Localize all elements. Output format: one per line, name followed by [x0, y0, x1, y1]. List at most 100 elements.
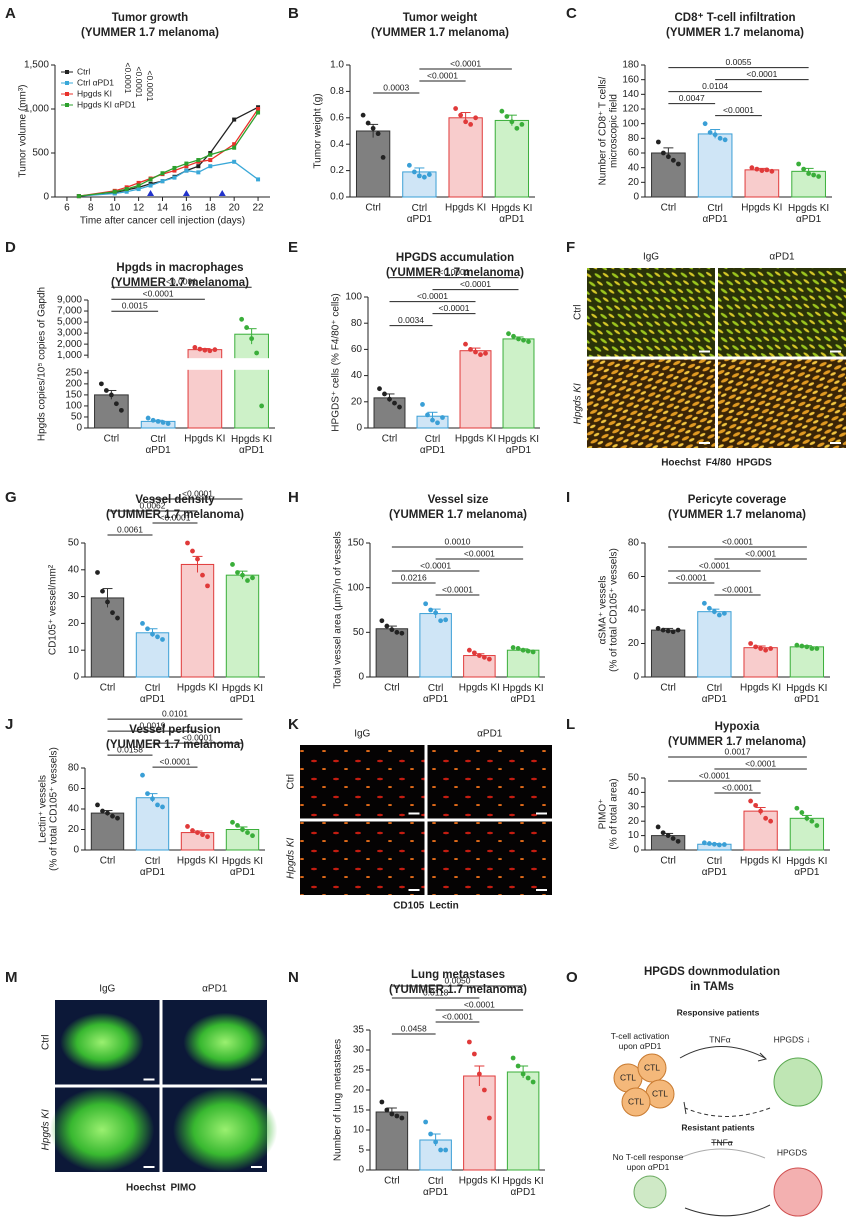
- data-point: [438, 1147, 444, 1153]
- legend-label: Ctrl αPD1: [77, 77, 114, 87]
- data-point: [660, 627, 666, 633]
- data-point: [440, 415, 445, 420]
- data-point: [670, 629, 676, 635]
- y-tick-label: 40: [628, 162, 640, 173]
- data-point: [506, 331, 511, 337]
- text-line: Ctrl: [145, 856, 161, 867]
- p-value: 0.0101: [162, 708, 188, 718]
- text-line: αSMA⁺ vessels: [597, 576, 608, 645]
- p-value: 0.0047: [679, 93, 705, 103]
- y-axis-label: HPGDS⁺ cells (% F4/80⁺ cells): [331, 293, 342, 431]
- y-axis-label: CD105⁺ vessel/mm²: [48, 564, 59, 655]
- data-point: [814, 823, 820, 828]
- y-tick-label: 40: [628, 605, 640, 616]
- data-point: [514, 125, 520, 131]
- p-value: <0.0001: [722, 584, 753, 594]
- data-point: [478, 352, 483, 358]
- data-point: [379, 1099, 385, 1105]
- y-tick-label: 0: [358, 1165, 364, 1176]
- p-value: 0.0015: [122, 301, 148, 311]
- data-point: [665, 154, 671, 160]
- data-point: [481, 1087, 487, 1093]
- series-marker: [256, 177, 261, 182]
- data-point: [140, 772, 145, 778]
- data-point: [716, 612, 722, 618]
- series-marker: [112, 189, 117, 194]
- x-tick-label: Hpgds KI: [445, 203, 486, 214]
- chart-title: Hypoxia (YUMMER 1.7 melanoma): [668, 721, 806, 748]
- diagram-label: TNFα: [709, 1034, 731, 1044]
- data-point: [384, 1107, 390, 1113]
- scale-bar: [830, 350, 841, 353]
- data-point: [389, 1111, 395, 1117]
- row-label: Hpgds KI: [286, 837, 297, 878]
- p-value: <0.0001: [439, 267, 470, 277]
- data-point: [814, 646, 820, 651]
- panel-letter: C: [566, 5, 577, 22]
- panel-letter: J: [5, 716, 13, 733]
- data-point: [526, 339, 531, 344]
- data-point: [420, 402, 425, 407]
- y-tick-label: 20: [628, 638, 640, 649]
- scale-bar: [536, 889, 547, 891]
- row-label: Hpgds KI: [41, 1109, 52, 1150]
- y-axis-label: Tumor weight (g): [313, 93, 324, 168]
- data-point: [384, 623, 390, 629]
- series-marker: [208, 158, 213, 163]
- data-point: [202, 347, 208, 353]
- micrograph-signal: [49, 1087, 155, 1172]
- panel-letter: H: [288, 489, 299, 506]
- series-line: [78, 106, 259, 197]
- micrograph: [587, 359, 715, 448]
- micrograph-signal: [60, 1012, 144, 1072]
- data-point: [145, 791, 150, 797]
- data-point: [466, 647, 472, 653]
- text-line: αPD1: [506, 445, 532, 456]
- data-point: [806, 171, 812, 176]
- y-tick-label: 0: [73, 845, 79, 856]
- data-point: [195, 556, 200, 562]
- bar: [225, 574, 260, 678]
- p-value: <0.0001: [460, 279, 491, 289]
- text-line: (YUMMER 1.7 melanoma): [668, 509, 806, 521]
- x-tick-label: Hpgds KI: [740, 856, 781, 867]
- data-point: [799, 643, 805, 649]
- y-tick-label: 60: [628, 148, 640, 159]
- p-value: 0.0158: [117, 744, 143, 754]
- text-line: Lectin⁺ vessels: [37, 775, 48, 843]
- data-point: [406, 162, 412, 168]
- p-value: <0.0001: [160, 756, 191, 766]
- data-point: [190, 548, 195, 554]
- row-label: Ctrl: [286, 774, 297, 790]
- diagram-label: No T-cell response upon αPD1: [613, 1152, 684, 1172]
- arrow: [679, 1046, 766, 1059]
- data-point: [377, 386, 382, 392]
- text-line: Ctrl: [425, 434, 441, 445]
- y-tick-label: 0: [633, 192, 639, 203]
- data-point: [160, 804, 165, 810]
- y-tick-label: 0: [43, 192, 49, 203]
- data-point: [764, 167, 770, 173]
- bar: [494, 119, 530, 198]
- p-value: 0.0034: [398, 315, 424, 325]
- series-marker: [196, 158, 201, 163]
- scale-bar: [143, 1166, 155, 1168]
- x-tick-label: Hpgds KI αPD1: [786, 683, 827, 705]
- data-point: [197, 346, 203, 352]
- data-point: [473, 115, 479, 121]
- text-line: Tumor weight: [403, 12, 478, 24]
- panel-letter: L: [566, 716, 575, 733]
- y-tick-label: 40: [68, 804, 80, 815]
- data-point: [468, 347, 473, 352]
- bar: [502, 338, 535, 429]
- data-point: [473, 349, 478, 355]
- arrow: [684, 1204, 771, 1217]
- stain-label: HPGDS: [736, 458, 772, 469]
- data-point: [433, 610, 439, 616]
- data-point: [240, 827, 245, 832]
- data-point: [115, 815, 120, 821]
- panel: D Hpgds in macrophages (YUMMER 1.7 melanom…: [5, 239, 277, 456]
- row-label: Ctrl: [573, 304, 584, 320]
- data-point: [244, 325, 250, 330]
- legend-label: Ctrl: [77, 66, 90, 76]
